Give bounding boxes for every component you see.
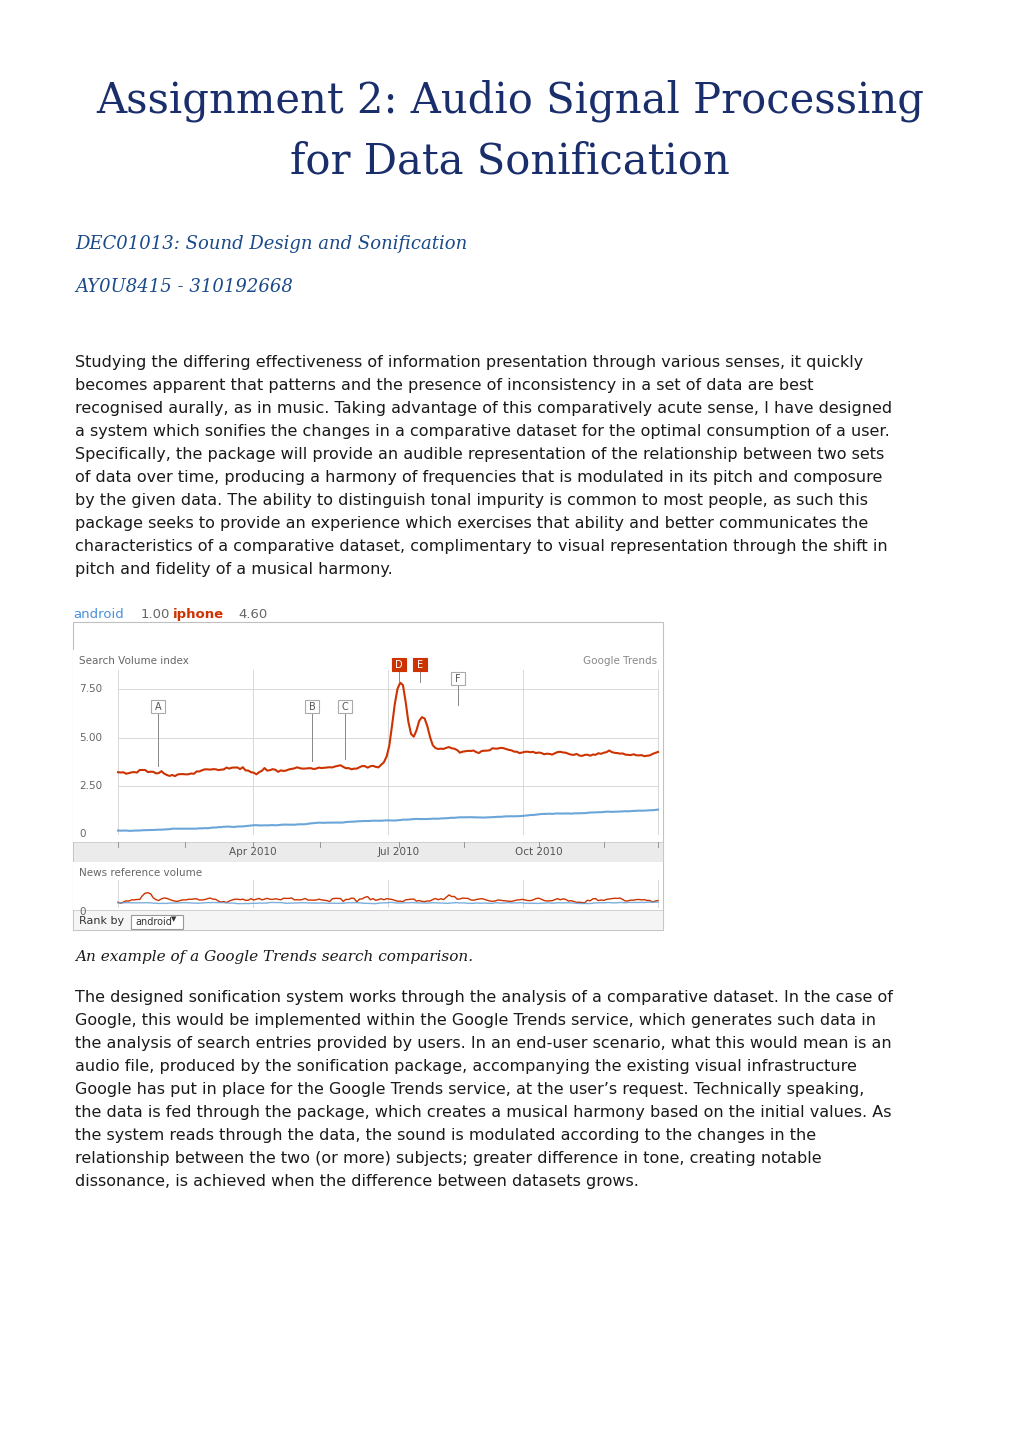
Bar bbox=[73, 622, 662, 929]
Text: 0: 0 bbox=[78, 908, 86, 916]
Text: AY0U8415 - 310192668: AY0U8415 - 310192668 bbox=[75, 278, 292, 296]
Bar bbox=[337, 700, 352, 713]
Text: Google has put in place for the Google Trends service, at the user’s request. Te: Google has put in place for the Google T… bbox=[75, 1082, 863, 1097]
Bar bbox=[73, 861, 662, 911]
Bar bbox=[73, 911, 662, 929]
Text: Specifically, the package will provide an audible representation of the relation: Specifically, the package will provide a… bbox=[75, 447, 883, 462]
Text: Google, this would be implemented within the Google Trends service, which genera: Google, this would be implemented within… bbox=[75, 1013, 875, 1027]
Text: C: C bbox=[341, 701, 347, 711]
Text: News reference volume: News reference volume bbox=[78, 869, 202, 877]
Text: Jul 2010: Jul 2010 bbox=[377, 847, 420, 857]
Text: the data is fed through the package, which creates a musical harmony based on th: the data is fed through the package, whi… bbox=[75, 1105, 891, 1120]
Text: relationship between the two (or more) subjects; greater difference in tone, cre: relationship between the two (or more) s… bbox=[75, 1152, 821, 1166]
Text: Oct 2010: Oct 2010 bbox=[515, 847, 562, 857]
Text: a system which sonifies the changes in a comparative dataset for the optimal con: a system which sonifies the changes in a… bbox=[75, 424, 889, 439]
Text: android: android bbox=[135, 916, 172, 926]
Text: of data over time, producing a harmony of frequencies that is modulated in its p: of data over time, producing a harmony o… bbox=[75, 470, 881, 485]
Text: dissonance, is achieved when the difference between datasets grows.: dissonance, is achieved when the differe… bbox=[75, 1175, 638, 1189]
Text: 7.50: 7.50 bbox=[78, 684, 102, 694]
Text: Google Trends: Google Trends bbox=[582, 657, 656, 667]
Bar bbox=[305, 700, 319, 713]
Text: audio file, produced by the sonification package, accompanying the existing visu: audio file, produced by the sonification… bbox=[75, 1059, 856, 1074]
Text: Studying the differing effectiveness of information presentation through various: Studying the differing effectiveness of … bbox=[75, 355, 862, 369]
Text: ▼: ▼ bbox=[171, 916, 176, 922]
Bar bbox=[413, 658, 427, 671]
Text: package seeks to provide an experience which exercises that ability and better c: package seeks to provide an experience w… bbox=[75, 517, 867, 531]
Text: pitch and fidelity of a musical harmony.: pitch and fidelity of a musical harmony. bbox=[75, 561, 392, 577]
Bar bbox=[73, 649, 662, 843]
Text: F: F bbox=[454, 674, 461, 684]
Text: D: D bbox=[394, 659, 403, 670]
Text: DEC01013: Sound Design and Sonification: DEC01013: Sound Design and Sonification bbox=[75, 235, 467, 253]
Text: 0: 0 bbox=[78, 828, 86, 838]
Text: An example of a Google Trends search comparison.: An example of a Google Trends search com… bbox=[75, 949, 473, 964]
Text: by the given data. The ability to distinguish tonal impurity is common to most p: by the given data. The ability to distin… bbox=[75, 494, 867, 508]
Text: 1.00: 1.00 bbox=[141, 608, 170, 620]
Bar bbox=[130, 915, 182, 929]
Text: the system reads through the data, the sound is modulated according to the chang: the system reads through the data, the s… bbox=[75, 1128, 815, 1143]
Text: 5.00: 5.00 bbox=[78, 733, 102, 743]
Text: recognised aurally, as in music. Taking advantage of this comparatively acute se: recognised aurally, as in music. Taking … bbox=[75, 401, 892, 416]
Text: Rank by: Rank by bbox=[78, 916, 124, 926]
Text: B: B bbox=[309, 701, 316, 711]
Text: 4.60: 4.60 bbox=[237, 608, 267, 620]
Text: Assignment 2: Audio Signal Processing: Assignment 2: Audio Signal Processing bbox=[96, 79, 923, 123]
Text: Search Volume index: Search Volume index bbox=[78, 657, 189, 667]
Text: the analysis of search entries provided by users. In an end-user scenario, what : the analysis of search entries provided … bbox=[75, 1036, 891, 1051]
Bar bbox=[450, 672, 465, 685]
Text: A: A bbox=[155, 701, 162, 711]
Text: android: android bbox=[73, 608, 123, 620]
Text: characteristics of a comparative dataset, complimentary to visual representation: characteristics of a comparative dataset… bbox=[75, 540, 887, 554]
Text: iphone: iphone bbox=[173, 608, 224, 620]
Text: becomes apparent that patterns and the presence of inconsistency in a set of dat: becomes apparent that patterns and the p… bbox=[75, 378, 813, 392]
Text: The designed sonification system works through the analysis of a comparative dat: The designed sonification system works t… bbox=[75, 990, 892, 1004]
Bar bbox=[152, 700, 165, 713]
Bar bbox=[73, 843, 662, 861]
Text: E: E bbox=[417, 659, 423, 670]
Bar bbox=[391, 658, 406, 671]
Text: Apr 2010: Apr 2010 bbox=[229, 847, 276, 857]
Text: 2.50: 2.50 bbox=[78, 781, 102, 791]
Text: for Data Sonification: for Data Sonification bbox=[289, 140, 730, 182]
